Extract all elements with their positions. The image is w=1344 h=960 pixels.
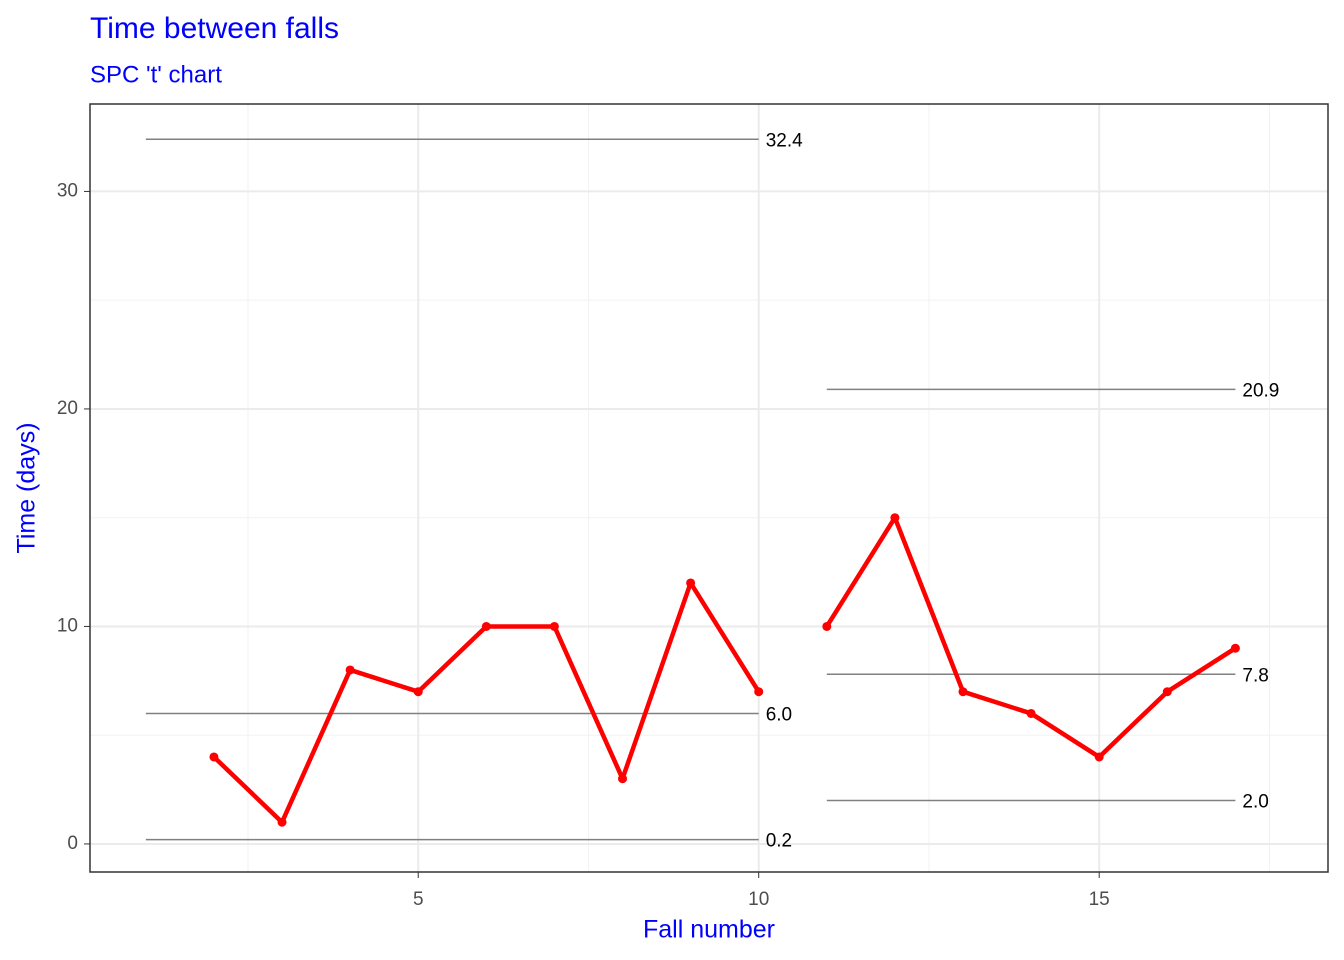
chart-subtitle: SPC 't' chart	[90, 61, 222, 88]
limit-label: 32.4	[766, 130, 803, 151]
plot-border	[89, 103, 1329, 873]
limit-label: 7.8	[1242, 665, 1268, 686]
limit-label: 0.2	[766, 831, 792, 852]
data-point	[345, 665, 355, 675]
chart-title: Time between falls	[90, 12, 339, 45]
data-point	[958, 687, 968, 697]
limit-label: 6.0	[766, 704, 792, 725]
y-tick-label: 30	[57, 180, 78, 201]
y-tick-label: 10	[57, 615, 78, 636]
data-point	[618, 774, 628, 784]
y-axis-label: Time (days)	[13, 422, 41, 553]
data-line	[824, 515, 1237, 760]
data-point	[413, 687, 423, 697]
data-point	[1026, 708, 1036, 718]
data-point	[1094, 752, 1104, 762]
data-point	[209, 752, 219, 762]
y-tick-label: 0	[67, 833, 78, 854]
data-point	[890, 513, 900, 523]
data-point	[277, 817, 287, 827]
data-point	[686, 578, 696, 588]
x-tick-label: 5	[413, 889, 424, 910]
data-point	[822, 621, 832, 631]
data-point	[754, 687, 764, 697]
x-tick-label: 15	[1089, 889, 1110, 910]
data-point	[1162, 687, 1172, 697]
data-point	[549, 621, 559, 631]
limit-label: 2.0	[1242, 791, 1268, 812]
y-tick-label: 20	[57, 398, 78, 419]
data-point	[481, 621, 491, 631]
data-point	[1230, 643, 1240, 653]
x-axis-label: Fall number	[643, 916, 775, 944]
x-tick-label: 10	[748, 889, 769, 910]
limit-label: 20.9	[1242, 380, 1279, 401]
data-line	[212, 580, 761, 825]
